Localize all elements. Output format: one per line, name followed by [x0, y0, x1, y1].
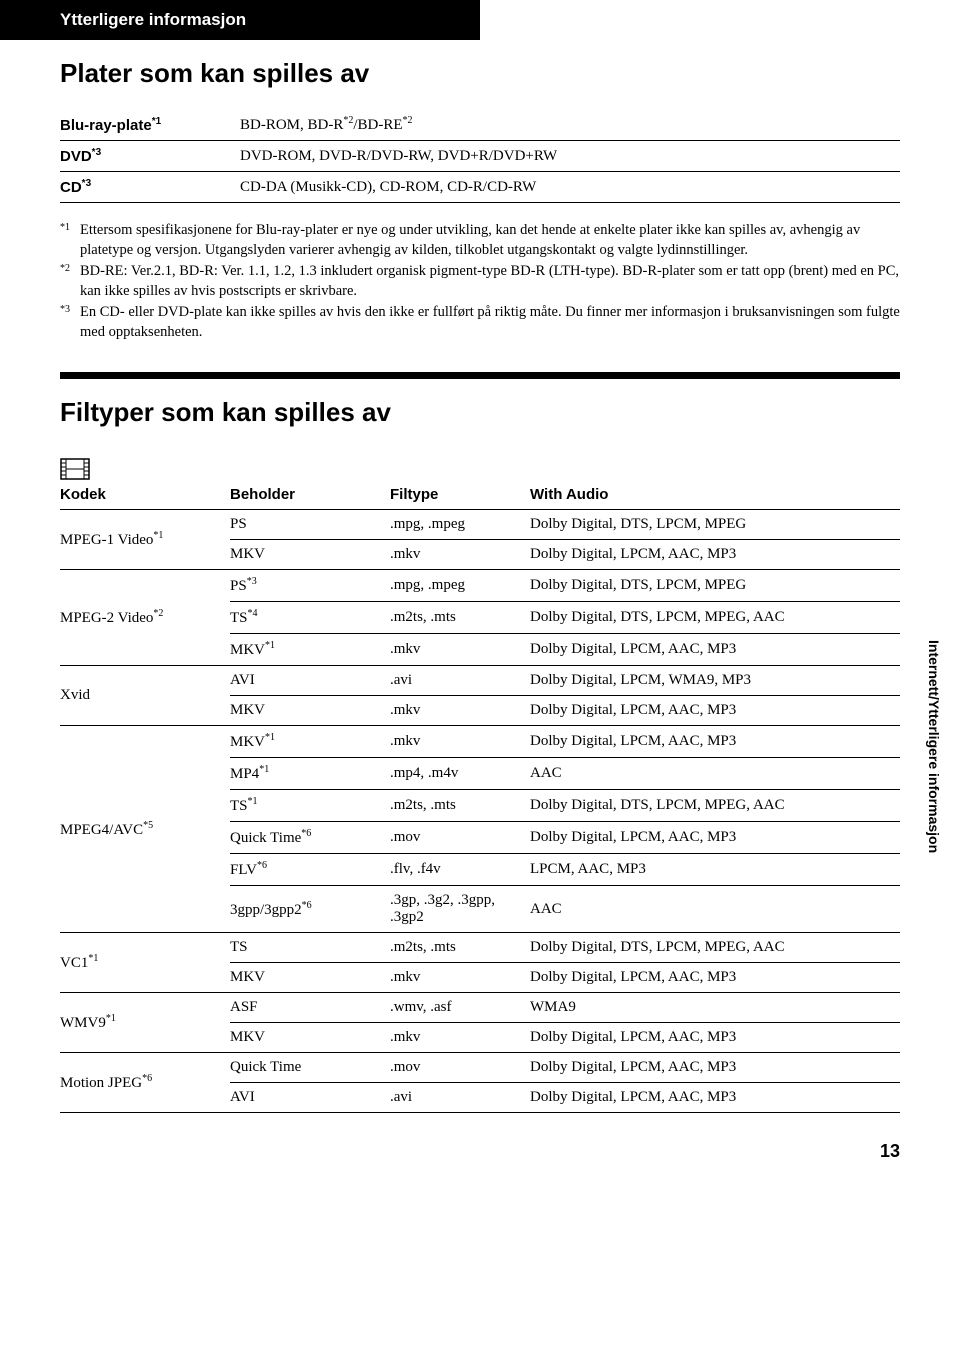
container-cell: TS — [230, 933, 390, 963]
ext-cell: .mkv — [390, 634, 530, 666]
ext-cell: .avi — [390, 1083, 530, 1113]
container-cell: MP4*1 — [230, 758, 390, 790]
table-row: Blu-ray-plate*1BD-ROM, BD-R*2/BD-RE*2 — [60, 109, 900, 141]
ext-header: Filtype — [390, 480, 530, 510]
discs-heading: Plater som kan spilles av — [60, 58, 900, 89]
ext-cell: .mkv — [390, 696, 530, 726]
footnote-marker: *1 — [60, 221, 70, 235]
audio-cell: Dolby Digital, LPCM, AAC, MP3 — [530, 696, 900, 726]
container-cell: MKV — [230, 540, 390, 570]
disc-type: CD*3 — [60, 172, 240, 203]
table-row: WMV9*1ASF.wmv, .asfWMA9 — [60, 993, 900, 1023]
audio-cell: Dolby Digital, DTS, LPCM, MPEG, AAC — [530, 933, 900, 963]
container-cell: 3gpp/3gpp2*6 — [230, 886, 390, 933]
ext-cell: .mov — [390, 1053, 530, 1083]
disc-footnotes: *1 Ettersom spesifikasjonene for Blu-ray-… — [60, 221, 900, 342]
ext-cell: .flv, .f4v — [390, 854, 530, 886]
audio-cell: Dolby Digital, LPCM, AAC, MP3 — [530, 726, 900, 758]
ext-cell: .mov — [390, 822, 530, 854]
ext-cell: .mpg, .mpeg — [390, 570, 530, 602]
disc-type: DVD*3 — [60, 141, 240, 172]
container-header: Beholder — [230, 480, 390, 510]
audio-cell: Dolby Digital, LPCM, WMA9, MP3 — [530, 666, 900, 696]
video-icon — [60, 458, 900, 480]
codec-name: MPEG-1 Video*1 — [60, 510, 230, 570]
ext-cell: .mkv — [390, 963, 530, 993]
audio-cell: LPCM, AAC, MP3 — [530, 854, 900, 886]
container-cell: Quick Time — [230, 1053, 390, 1083]
ext-cell: .mp4, .m4v — [390, 758, 530, 790]
codec-table: Kodek Beholder Filtype With Audio MPEG-1… — [60, 480, 900, 1113]
container-cell: MKV*1 — [230, 634, 390, 666]
ext-cell: .m2ts, .mts — [390, 933, 530, 963]
audio-cell: Dolby Digital, DTS, LPCM, MPEG, AAC — [530, 602, 900, 634]
footnote-text: BD-RE: Ver.2.1, BD-R: Ver. 1.1, 1.2, 1.3… — [80, 263, 899, 299]
table-row: MPEG4/AVC*5MKV*1.mkvDolby Digital, LPCM,… — [60, 726, 900, 758]
ext-cell: .m2ts, .mts — [390, 790, 530, 822]
container-cell: MKV — [230, 963, 390, 993]
container-cell: MKV — [230, 696, 390, 726]
audio-cell: Dolby Digital, LPCM, AAC, MP3 — [530, 963, 900, 993]
footnote-text: Ettersom spesifikasjonene for Blu-ray-pl… — [80, 222, 860, 258]
footnote-text: En CD- eller DVD-plate kan ikke spilles … — [80, 304, 900, 340]
audio-cell: Dolby Digital, DTS, LPCM, MPEG — [530, 510, 900, 540]
footnote-marker: *2 — [60, 262, 70, 276]
side-label: Internett/Ytterligere informasjon — [926, 640, 942, 853]
audio-header: With Audio — [530, 480, 900, 510]
disc-formats: CD-DA (Musikk-CD), CD-ROM, CD-R/CD-RW — [240, 172, 900, 203]
audio-cell: Dolby Digital, LPCM, AAC, MP3 — [530, 1053, 900, 1083]
disc-formats: DVD-ROM, DVD-R/DVD-RW, DVD+R/DVD+RW — [240, 141, 900, 172]
audio-cell: Dolby Digital, DTS, LPCM, MPEG — [530, 570, 900, 602]
codec-header: Kodek — [60, 480, 230, 510]
page-number: 13 — [60, 1141, 900, 1162]
audio-cell: WMA9 — [530, 993, 900, 1023]
ext-cell: .avi — [390, 666, 530, 696]
section-header: Ytterligere informasjon — [0, 0, 480, 40]
audio-cell: Dolby Digital, DTS, LPCM, MPEG, AAC — [530, 790, 900, 822]
container-cell: Quick Time*6 — [230, 822, 390, 854]
disc-table: Blu-ray-plate*1BD-ROM, BD-R*2/BD-RE*2DVD… — [60, 109, 900, 203]
codec-name: MPEG4/AVC*5 — [60, 726, 230, 933]
table-row: CD*3CD-DA (Musikk-CD), CD-ROM, CD-R/CD-R… — [60, 172, 900, 203]
container-cell: ASF — [230, 993, 390, 1023]
audio-cell: AAC — [530, 758, 900, 790]
ext-cell: .mkv — [390, 1023, 530, 1053]
audio-cell: Dolby Digital, LPCM, AAC, MP3 — [530, 634, 900, 666]
table-row: Motion JPEG*6Quick Time.movDolby Digital… — [60, 1053, 900, 1083]
audio-cell: AAC — [530, 886, 900, 933]
table-row: XvidAVI.aviDolby Digital, LPCM, WMA9, MP… — [60, 666, 900, 696]
ext-cell: .mkv — [390, 540, 530, 570]
container-cell: PS*3 — [230, 570, 390, 602]
disc-type: Blu-ray-plate*1 — [60, 109, 240, 141]
audio-cell: Dolby Digital, LPCM, AAC, MP3 — [530, 822, 900, 854]
table-row: DVD*3DVD-ROM, DVD-R/DVD-RW, DVD+R/DVD+RW — [60, 141, 900, 172]
table-row: MPEG-2 Video*2PS*3.mpg, .mpegDolby Digit… — [60, 570, 900, 602]
audio-cell: Dolby Digital, LPCM, AAC, MP3 — [530, 1023, 900, 1053]
codec-name: MPEG-2 Video*2 — [60, 570, 230, 666]
disc-formats: BD-ROM, BD-R*2/BD-RE*2 — [240, 109, 900, 141]
container-cell: PS — [230, 510, 390, 540]
container-cell: FLV*6 — [230, 854, 390, 886]
container-cell: MKV — [230, 1023, 390, 1053]
container-cell: AVI — [230, 666, 390, 696]
filetypes-heading: Filtyper som kan spilles av — [60, 397, 900, 428]
container-cell: MKV*1 — [230, 726, 390, 758]
container-cell: AVI — [230, 1083, 390, 1113]
footnote-marker: *3 — [60, 303, 70, 317]
codec-name: Xvid — [60, 666, 230, 726]
ext-cell: .3gp, .3g2, .3gpp, .3gp2 — [390, 886, 530, 933]
container-cell: TS*4 — [230, 602, 390, 634]
ext-cell: .mpg, .mpeg — [390, 510, 530, 540]
audio-cell: Dolby Digital, LPCM, AAC, MP3 — [530, 540, 900, 570]
codec-name: Motion JPEG*6 — [60, 1053, 230, 1113]
codec-name: VC1*1 — [60, 933, 230, 993]
ext-cell: .wmv, .asf — [390, 993, 530, 1023]
table-row: MPEG-1 Video*1PS.mpg, .mpegDolby Digital… — [60, 510, 900, 540]
audio-cell: Dolby Digital, LPCM, AAC, MP3 — [530, 1083, 900, 1113]
ext-cell: .mkv — [390, 726, 530, 758]
codec-name: WMV9*1 — [60, 993, 230, 1053]
container-cell: TS*1 — [230, 790, 390, 822]
ext-cell: .m2ts, .mts — [390, 602, 530, 634]
table-row: VC1*1TS.m2ts, .mtsDolby Digital, DTS, LP… — [60, 933, 900, 963]
